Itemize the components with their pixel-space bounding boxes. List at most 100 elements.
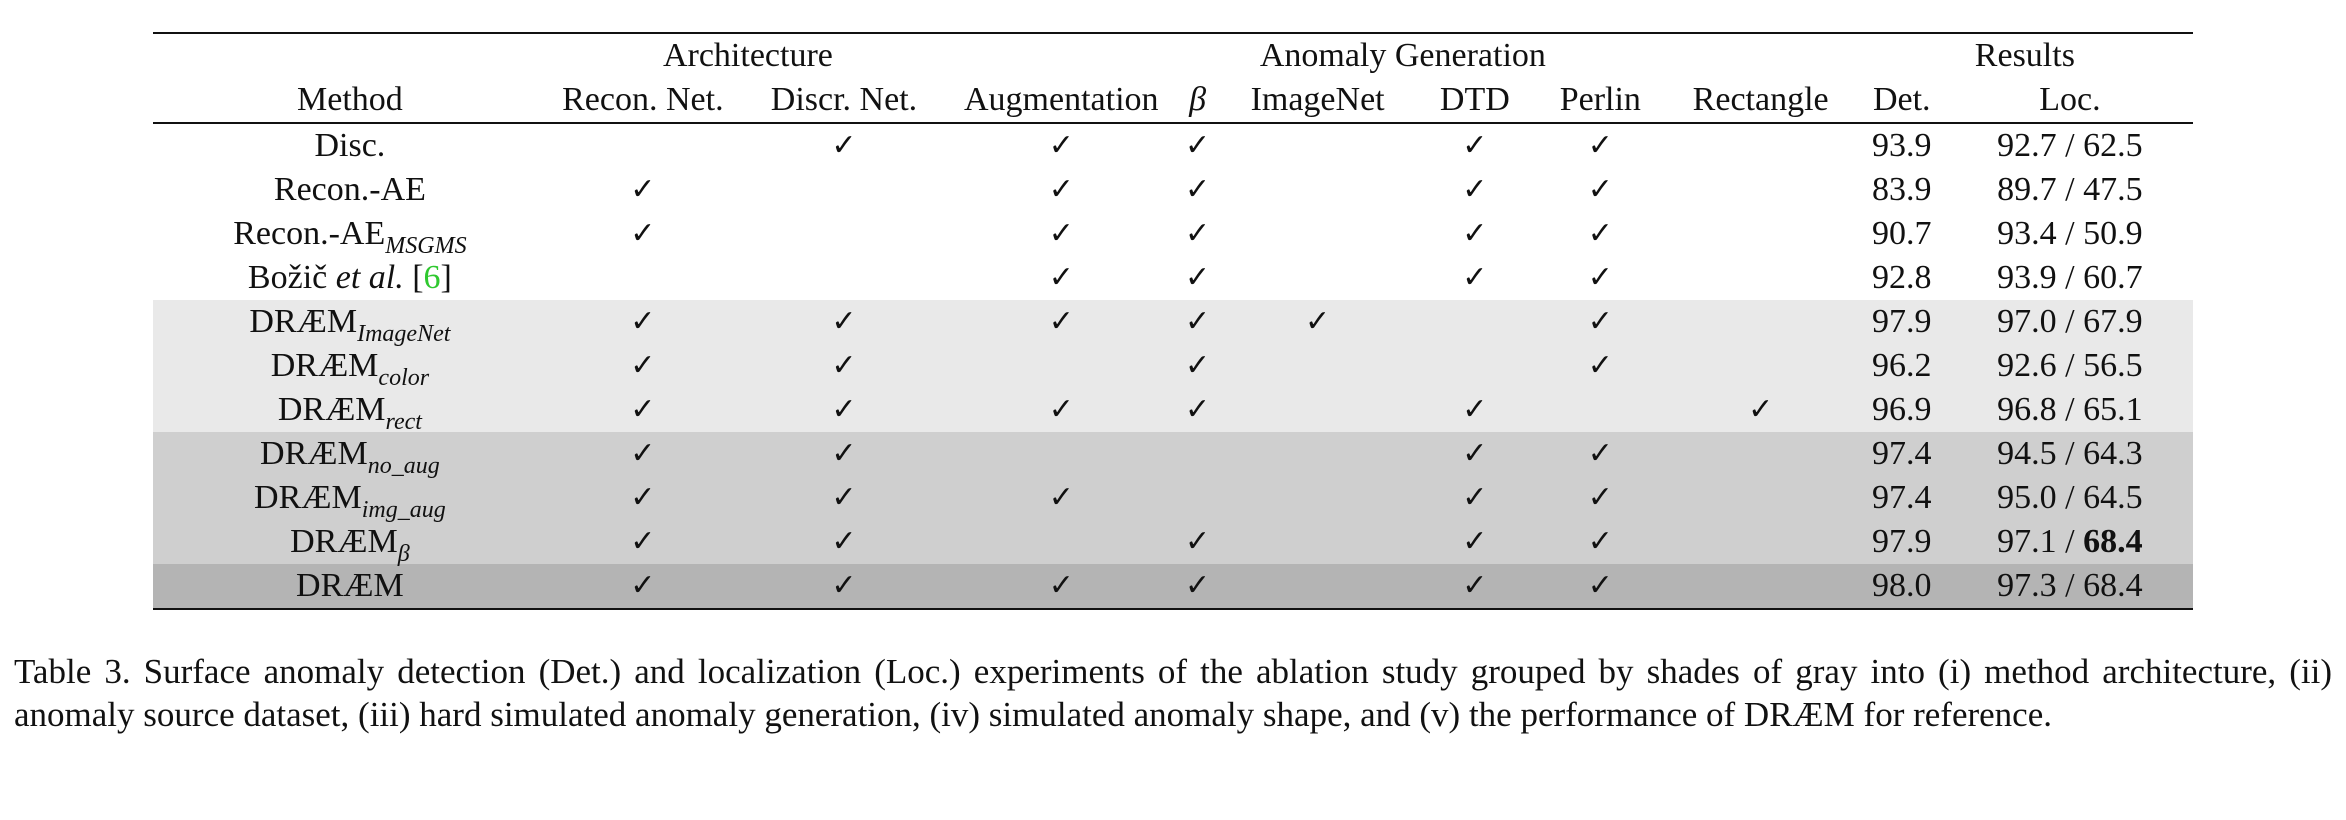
perlin-check-cell [1536, 388, 1665, 432]
dtd-check-cell: ✓ [1413, 388, 1537, 432]
discr-net-check-cell [738, 168, 950, 212]
det-value: 97.4 [1856, 432, 1947, 476]
column-header-row: Method Recon. Net. Discr. Net. Augmentat… [153, 78, 2193, 123]
method-name: DRÆM [296, 567, 404, 604]
det-value: 97.9 [1856, 520, 1947, 564]
imagenet-check-cell [1221, 123, 1414, 168]
method-cell: Disc. [153, 123, 547, 168]
det-value: 97.9 [1856, 300, 1947, 344]
dtd-check-cell: ✓ [1413, 256, 1537, 300]
imagenet-check-cell: ✓ [1221, 300, 1414, 344]
table-row: DRÆMno_aug ✓ ✓ ✓ ✓ 97.4 94.5 / 64.3 [153, 432, 2193, 478]
augmentation-check-cell [949, 344, 1174, 388]
imagenet-check-cell [1221, 344, 1414, 388]
perlin-check-cell: ✓ [1536, 212, 1665, 256]
beta-check-cell: ✓ [1173, 212, 1222, 256]
method-cell: DRÆMImageNet [153, 300, 547, 346]
beta-column-header: β [1189, 81, 1206, 118]
method-name: DRÆM [277, 391, 386, 428]
discr-net-check-cell [738, 212, 950, 256]
method-subscript: MSGMS [385, 233, 467, 259]
ablation-table: Architecture Anomaly Generation Results … [153, 32, 2193, 610]
det-value: 90.7 [1856, 212, 1947, 256]
rectangle-column-header: Rectangle [1692, 81, 1829, 118]
loc-column-header: Loc. [2039, 81, 2101, 118]
augmentation-check-cell [949, 520, 1174, 564]
method-subscript: img_aug [361, 497, 446, 523]
det-value: 93.9 [1856, 123, 1947, 168]
rectangle-check-cell: ✓ [1664, 388, 1857, 432]
augmentation-check-cell: ✓ [949, 300, 1174, 344]
perlin-column-header: Perlin [1559, 81, 1641, 118]
beta-check-cell: ✓ [1173, 256, 1222, 300]
method-name: DRÆM [270, 347, 379, 384]
loc-value: 97.3 / 68.4 [1946, 564, 2193, 609]
imagenet-check-cell [1221, 520, 1414, 564]
loc-value: 97.1 / 68.4 [1946, 520, 2193, 564]
dtd-check-cell: ✓ [1413, 564, 1537, 609]
beta-check-cell: ✓ [1173, 388, 1222, 432]
loc-value: 96.8 / 65.1 [1946, 388, 2193, 432]
loc-value: 95.0 / 64.5 [1946, 476, 2193, 520]
table-row: DRÆMrect ✓ ✓ ✓ ✓ ✓ ✓ 96.9 96.8 / 65.1 [153, 388, 2193, 434]
imagenet-column-header: ImageNet [1250, 81, 1385, 118]
discr-net-check-cell: ✓ [738, 123, 950, 168]
discr-net-column-header: Discr. Net. [770, 81, 918, 118]
citation-link[interactable]: 6 [423, 259, 441, 296]
recon-net-check-cell [546, 123, 739, 168]
table-row: Disc. ✓ ✓ ✓ ✓ ✓ 93.9 92.7 / 62.5 [153, 123, 2193, 168]
discr-net-check-cell: ✓ [738, 564, 950, 609]
perlin-check-cell: ✓ [1536, 520, 1665, 564]
table-row: Božič et al. [6] ✓ ✓ ✓ ✓ 92.8 93.9 / 60.7 [153, 256, 2193, 300]
table-caption: Table 3. Surface anomaly detection (Det.… [14, 652, 2332, 734]
dtd-check-cell: ✓ [1413, 476, 1537, 520]
group-header-row: Architecture Anomaly Generation Results [153, 33, 2193, 78]
det-value: 83.9 [1856, 168, 1947, 212]
table-row: DRÆMImageNet ✓ ✓ ✓ ✓ ✓ ✓ 97.9 97.0 / 67.9 [153, 300, 2193, 346]
method-subscript: color [378, 365, 430, 391]
method-name: DRÆM [290, 523, 398, 560]
loc-value: 93.4 / 50.9 [1946, 212, 2193, 256]
method-cell: DRÆMrect [153, 388, 547, 434]
method-cell: DRÆM [153, 564, 547, 609]
discr-net-check-cell: ✓ [738, 520, 950, 564]
discr-net-check-cell: ✓ [738, 300, 950, 344]
recon-net-check-cell: ✓ [546, 520, 739, 564]
imagenet-check-cell [1221, 256, 1414, 300]
augmentation-check-cell: ✓ [949, 388, 1174, 432]
rectangle-check-cell [1664, 344, 1857, 388]
method-name: Božič [247, 259, 336, 296]
beta-check-cell: ✓ [1173, 300, 1222, 344]
method-name: Recon.-AE [273, 171, 426, 208]
table-row: DRÆMβ ✓ ✓ ✓ ✓ ✓ 97.9 97.1 / 68.4 [153, 520, 2193, 566]
table-row: Recon.-AE ✓ ✓ ✓ ✓ ✓ 83.9 89.7 / 47.5 [153, 168, 2193, 212]
recon-net-check-cell: ✓ [546, 432, 739, 476]
dtd-check-cell [1413, 344, 1537, 388]
perlin-check-cell: ✓ [1536, 432, 1665, 476]
recon-net-check-cell: ✓ [546, 564, 739, 609]
method-cell: DRÆMcolor [153, 344, 547, 391]
imagenet-check-cell [1221, 212, 1414, 256]
method-name: Disc. [314, 127, 386, 164]
recon-net-column-header: Recon. Net. [562, 81, 724, 118]
perlin-check-cell: ✓ [1536, 564, 1665, 609]
table-row: DRÆM ✓ ✓ ✓ ✓ ✓ ✓ 98.0 97.3 / 68.4 [153, 564, 2193, 609]
recon-net-check-cell: ✓ [546, 388, 739, 432]
loc-value-plain: 97.1 / [1997, 523, 2084, 560]
augmentation-check-cell: ✓ [949, 256, 1174, 300]
augmentation-check-cell: ✓ [949, 168, 1174, 212]
det-value: 96.9 [1856, 388, 1947, 432]
table-body: Disc. ✓ ✓ ✓ ✓ ✓ 93.9 92.7 / 62.5 Recon.-AE ✓ ✓ ✓ ✓ ✓ 8… [153, 123, 2193, 609]
anomaly-generation-group-header: Anomaly Generation [1259, 37, 1546, 74]
imagenet-check-cell [1221, 476, 1414, 520]
recon-net-check-cell [546, 256, 739, 300]
dtd-check-cell [1413, 300, 1537, 344]
dtd-check-cell: ✓ [1413, 168, 1537, 212]
loc-value: 92.6 / 56.5 [1946, 344, 2193, 388]
method-cell: Recon.-AEMSGMS [153, 212, 547, 259]
method-cell: DRÆMβ [153, 520, 547, 566]
rectangle-check-cell [1664, 520, 1857, 564]
method-author-suffix: et al. [335, 259, 404, 296]
augmentation-check-cell: ✓ [949, 123, 1174, 168]
table-row: DRÆMimg_aug ✓ ✓ ✓ ✓ ✓ 97.4 95.0 / 64.5 [153, 476, 2193, 523]
